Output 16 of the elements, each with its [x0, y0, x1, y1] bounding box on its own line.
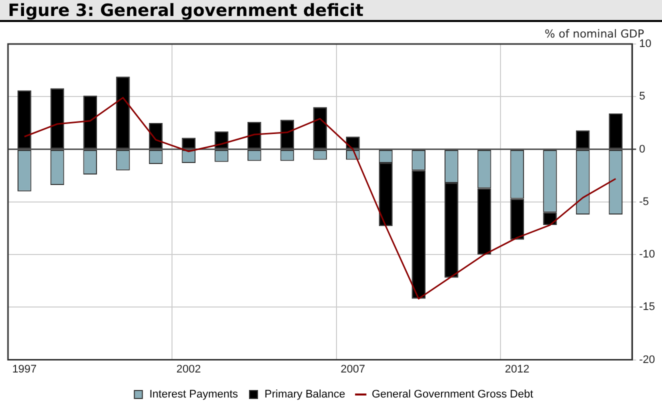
y-tick-label: -20	[639, 354, 656, 366]
y-tick-label: -10	[639, 248, 656, 261]
y-tick-label: -5	[639, 196, 649, 208]
legend-label: Primary Balance	[264, 388, 346, 401]
legend-label: Interest Payments	[149, 388, 239, 401]
x-tick-label: 2007	[340, 363, 366, 376]
x-tick-label: 2012	[504, 363, 530, 376]
y-axis-title: % of nominal GDP	[544, 27, 644, 40]
legend-label: General Government Gross Debt	[372, 388, 534, 401]
y-tick-label: 0	[639, 143, 646, 156]
y-tick-label: -15	[639, 301, 656, 314]
y-tick-label: 5	[639, 90, 646, 103]
x-tick-label: 2002	[176, 363, 201, 376]
chart-title: Figure 3: General government deficit	[0, 0, 662, 22]
x-tick-label: 1997	[12, 363, 37, 376]
y-tick-label: 10	[639, 38, 652, 50]
